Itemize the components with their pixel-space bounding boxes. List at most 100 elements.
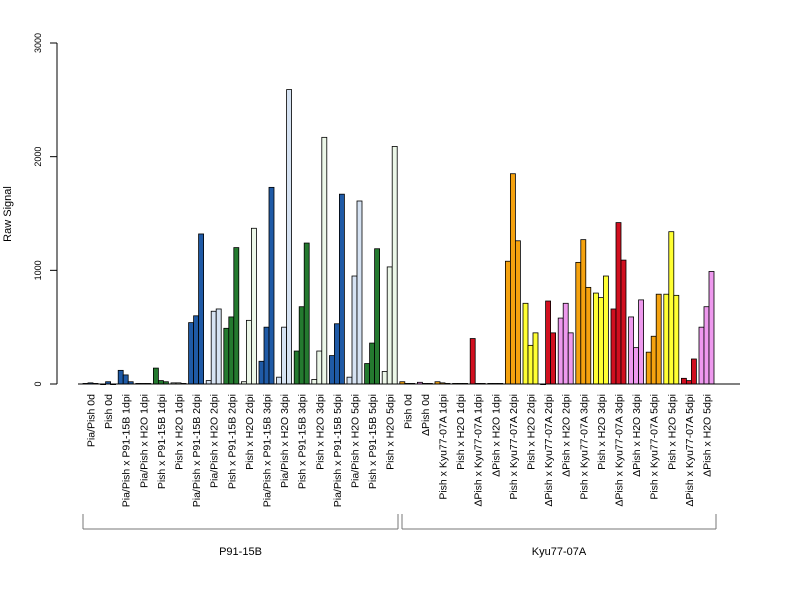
x-tick-label: ΔPish 0d	[420, 394, 432, 436]
bar	[286, 89, 293, 385]
bar	[298, 306, 305, 385]
bar	[691, 358, 697, 385]
plot-bars	[82, 89, 715, 386]
bar	[381, 371, 388, 385]
bar	[668, 231, 675, 385]
x-tick-labels: Pia/Pish 0d Pish 0d Pia/Pish x P91-15B 1dp…	[86, 394, 714, 507]
bar	[504, 260, 511, 385]
bar	[346, 376, 353, 385]
x-tick-label: Pish x H2O 3dpi	[314, 394, 326, 470]
bar	[333, 323, 340, 385]
x-tick-label: Pia/Pish x P91-15B 3dpi	[262, 394, 274, 507]
bar	[198, 233, 205, 385]
bar	[708, 271, 715, 385]
group-label: P91-15B	[219, 546, 262, 558]
x-tick-label: Pish x H2O 3dpi	[596, 394, 608, 470]
bar	[638, 299, 644, 385]
bar	[663, 293, 670, 385]
bar	[374, 248, 381, 385]
bar	[598, 297, 604, 385]
bar	[580, 239, 587, 385]
bar	[250, 227, 257, 385]
bar	[210, 310, 217, 385]
x-tick-label: Pia/Pish 0d	[86, 394, 98, 447]
bar	[215, 308, 222, 385]
bar	[686, 380, 692, 385]
bar	[157, 380, 164, 385]
y-axis-label: Raw Signal	[2, 186, 14, 242]
bar	[615, 222, 622, 385]
x-tick-label: ΔPish x H2O 3dpi	[631, 394, 643, 477]
bar	[369, 342, 376, 385]
bar	[351, 275, 358, 385]
x-tick-label: ΔPish x H2O 2dpi	[561, 394, 573, 477]
bar	[469, 338, 476, 385]
x-tick-label: ΔPish x H2O 5dpi	[702, 394, 714, 477]
x-tick-label: ΔPish x Kyu77-07A 1dpi	[473, 394, 485, 507]
bar	[391, 146, 398, 385]
x-tick-label: Pish x H2O 2dpi	[526, 394, 538, 470]
bar	[698, 326, 705, 385]
bar	[550, 332, 556, 385]
x-tick-label: Pish 0d	[103, 394, 115, 429]
bar	[311, 379, 318, 385]
x-tick-label: Pia/Pish x H2O 1dpi	[138, 394, 150, 488]
bar	[655, 293, 662, 385]
x-tick-label: Pish x H2O 5dpi	[666, 394, 678, 470]
x-tick-label: ΔPish x Kyu77-07A 3dpi	[614, 394, 626, 507]
bar	[645, 351, 652, 385]
x-tick-label: Pish 0d	[402, 394, 414, 429]
x-tick-label: Pish x P91-15B 2dpi	[226, 394, 238, 489]
x-tick-label: Pish x Kyu77-07A 3dpi	[578, 394, 590, 500]
y-tick-label: 0	[33, 381, 43, 386]
bar	[545, 300, 551, 385]
bar	[364, 363, 371, 385]
bar	[562, 302, 569, 385]
bar	[303, 242, 310, 385]
bar	[633, 347, 639, 385]
bar	[293, 350, 300, 385]
x-tick-label: ΔPish x Kyu77-07A 2dpi	[543, 394, 555, 507]
x-tick-label: Pish x P91-15B 5dpi	[367, 394, 379, 489]
bar	[152, 367, 159, 385]
bar	[703, 306, 710, 385]
bar	[188, 322, 195, 385]
bar	[117, 369, 124, 385]
bar	[258, 360, 265, 385]
x-tick-label: Pish x H2O 2dpi	[244, 394, 256, 470]
x-tick-label: Pish x H2O 1dpi	[455, 394, 467, 470]
x-tick-label: Pish x P91-15B 3dpi	[297, 394, 309, 489]
bar	[386, 266, 393, 385]
x-tick-label: Pish x H2O 1dpi	[174, 394, 186, 470]
bar	[321, 136, 328, 385]
bar	[610, 308, 617, 385]
bar	[527, 344, 534, 385]
bar	[228, 316, 235, 385]
bar	[522, 302, 529, 385]
bar	[316, 350, 323, 385]
x-tick-label: Pia/Pish x P91-15B 2dpi	[191, 394, 203, 507]
bar	[122, 374, 129, 385]
x-tick-label: Pish x H2O 5dpi	[385, 394, 397, 470]
bar	[281, 326, 288, 385]
bar	[567, 332, 574, 385]
y-axis: 0 1000 2000 3000	[33, 33, 58, 387]
x-tick-label: Pia/Pish x H2O 3dpi	[279, 394, 291, 488]
bar	[603, 275, 609, 385]
bar	[585, 286, 592, 385]
group-label: Kyu77-07A	[532, 546, 587, 558]
bar	[233, 247, 240, 385]
bar	[276, 376, 283, 385]
bar	[557, 317, 564, 385]
x-tick-label: Pish x Kyu77-07A 2dpi	[508, 394, 520, 500]
bar	[673, 294, 680, 385]
y-tick-label: 1000	[33, 260, 43, 280]
bar	[193, 315, 200, 385]
bar	[338, 193, 345, 385]
y-tick-label: 2000	[33, 147, 43, 167]
bar	[328, 355, 335, 385]
x-tick-label: Pia/Pish x P91-15B 1dpi	[121, 394, 133, 507]
bar	[245, 319, 252, 385]
bar	[223, 327, 230, 385]
